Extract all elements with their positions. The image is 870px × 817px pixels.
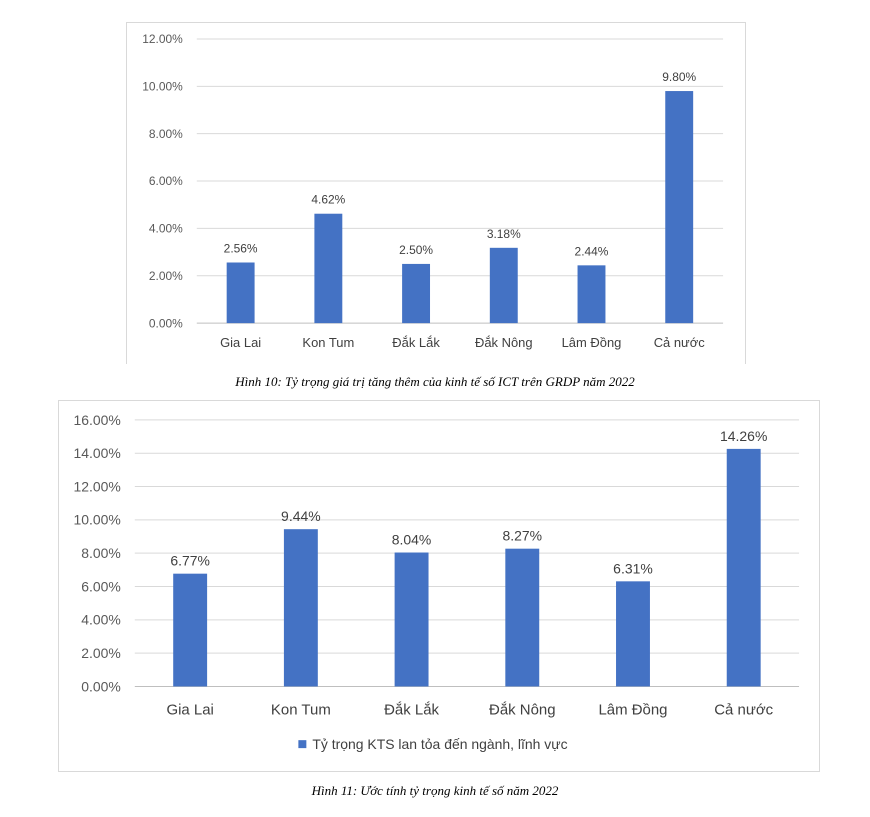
chart2-y-tick-label: 6.00%	[81, 578, 121, 594]
chart2-y-tick-label: 10.00%	[73, 512, 120, 528]
chart2-bar	[726, 448, 761, 687]
chart1-category-label: Gia Lai	[220, 335, 261, 350]
chart-digital-economy-share: 0.00% 2.00% 4.00% 6.00% 8.00% 10.00% 12.00% 14.…	[58, 400, 820, 772]
chart1-category-label: Lâm Đồng	[562, 335, 622, 350]
chart2-y-tick-label: 12.00%	[73, 478, 120, 494]
chart2-data-label: 8.27%	[502, 528, 542, 544]
chart2-y-tick-label: 16.00%	[73, 412, 120, 428]
chart1-data-label: 9.80%	[662, 70, 696, 84]
chart2-y-tick-label: 4.00%	[81, 612, 121, 628]
chart2-category-label: Đắk Nông	[489, 701, 556, 718]
chart2-bar	[173, 573, 208, 687]
chart2-category-label: Kon Tum	[271, 701, 331, 718]
chart1-data-label: 4.62%	[311, 193, 345, 207]
chart1-bar	[402, 263, 431, 324]
chart2-bar	[616, 581, 650, 687]
chart1-category-label: Đắk Nông	[475, 335, 533, 350]
chart2-data-label: 6.31%	[613, 560, 653, 576]
chart2-bar	[394, 552, 429, 687]
chart2-category-label: Lâm Đồng	[598, 701, 667, 718]
chart2-y-tick-label: 8.00%	[81, 545, 121, 561]
chart-ict-share-caption: Hình 10: Tỷ trọng giá trị tăng thêm của …	[235, 374, 635, 389]
chart-ict-share-svg: 0.00% 2.00% 4.00% 6.00% 8.00% 10.00% 12.00% 2.5…	[142, 32, 724, 350]
chart1-category-label: Kon Tum	[302, 335, 354, 350]
chart1-y-tick-label: 10.00%	[142, 80, 183, 94]
chart1-data-label: 2.56%	[224, 242, 258, 256]
chart1-category-label: Cả nước	[654, 335, 706, 350]
chart-digital-economy-share-caption: Hình 11: Ước tính tỷ trọng kinh tế số nă…	[311, 783, 559, 798]
chart2-category-label: Cả nước	[714, 701, 773, 718]
chart2-data-label: 14.26%	[720, 428, 767, 444]
chart1-y-tick-label: 0.00%	[149, 316, 183, 330]
chart1-y-tick-label: 4.00%	[149, 222, 183, 236]
chart2-y-tick-label: 2.00%	[81, 645, 121, 661]
chart2-y-tick-label: 0.00%	[81, 678, 121, 694]
chart2-data-label: 9.44%	[281, 508, 321, 524]
chart-digital-economy-share-svg: 0.00% 2.00% 4.00% 6.00% 8.00% 10.00% 12.00% 14.…	[73, 412, 800, 752]
chart1-y-tick-label: 12.00%	[142, 32, 183, 46]
chart2-bar	[505, 548, 540, 687]
chart1-y-tick-label: 8.00%	[149, 127, 183, 141]
chart1-bar	[665, 91, 694, 324]
chart1-y-tick-label: 6.00%	[149, 174, 183, 188]
chart1-bar	[226, 262, 255, 324]
chart1-data-label: 2.50%	[399, 243, 433, 257]
chart1-y-tick-label: 2.00%	[149, 269, 183, 283]
chart2-category-label: Đắk Lắk	[384, 701, 439, 718]
chart1-data-label: 3.18%	[487, 227, 521, 241]
chart1-data-label: 2.44%	[575, 244, 609, 258]
chart-ict-share: 0.00% 2.00% 4.00% 6.00% 8.00% 10.00% 12.00% 2.5…	[126, 22, 746, 364]
chart1-bar	[314, 213, 343, 324]
chart2-legend-swatch	[298, 740, 307, 749]
chart1-bar	[489, 247, 518, 324]
chart2-data-label: 6.77%	[170, 553, 210, 569]
chart1-bar	[577, 265, 606, 324]
chart1-category-label: Đắk Lắk	[392, 335, 440, 350]
chart2-category-label: Gia Lai	[166, 701, 213, 718]
chart2-bar	[283, 529, 318, 687]
chart2-y-tick-label: 14.00%	[73, 445, 120, 461]
chart2-data-label: 8.04%	[392, 532, 432, 548]
chart2-legend-label: Tỷ trọng KTS lan tỏa đến ngành, lĩnh vực	[312, 736, 567, 752]
